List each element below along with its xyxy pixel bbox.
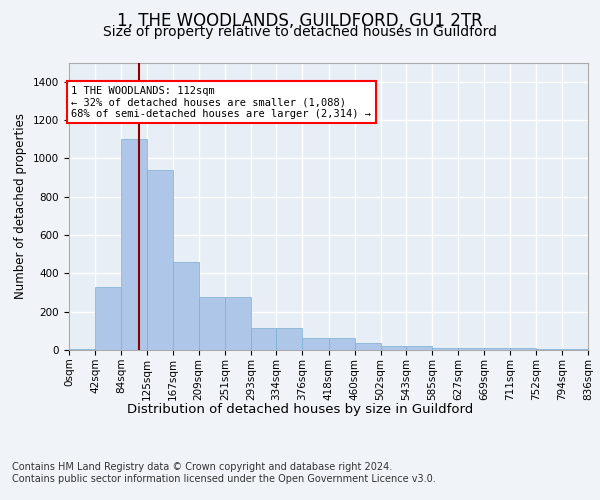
Bar [406, 346, 432, 350]
Y-axis label: Number of detached properties: Number of detached properties [14, 114, 28, 299]
Bar [95, 287, 121, 350]
Bar [562, 349, 588, 350]
Bar [251, 328, 277, 350]
Text: Distribution of detached houses by size in Guildford: Distribution of detached houses by size … [127, 402, 473, 415]
Bar [302, 338, 329, 350]
Bar [458, 348, 484, 350]
Text: 1, THE WOODLANDS, GUILDFORD, GU1 2TR: 1, THE WOODLANDS, GUILDFORD, GU1 2TR [117, 12, 483, 30]
Text: Size of property relative to detached houses in Guildford: Size of property relative to detached ho… [103, 25, 497, 39]
Bar [146, 170, 173, 350]
Bar [121, 139, 146, 350]
Bar [355, 344, 380, 350]
Bar [225, 298, 251, 350]
Bar [380, 346, 406, 350]
Bar [484, 348, 511, 350]
Bar [173, 262, 199, 350]
Text: 1 THE WOODLANDS: 112sqm
← 32% of detached houses are smaller (1,088)
68% of semi: 1 THE WOODLANDS: 112sqm ← 32% of detache… [71, 86, 371, 118]
Text: Contains HM Land Registry data © Crown copyright and database right 2024.
Contai: Contains HM Land Registry data © Crown c… [12, 462, 436, 484]
Bar [511, 348, 536, 350]
Bar [329, 338, 355, 350]
Bar [199, 298, 225, 350]
Bar [277, 328, 302, 350]
Bar [69, 349, 95, 350]
Bar [536, 349, 562, 350]
Bar [432, 348, 458, 350]
